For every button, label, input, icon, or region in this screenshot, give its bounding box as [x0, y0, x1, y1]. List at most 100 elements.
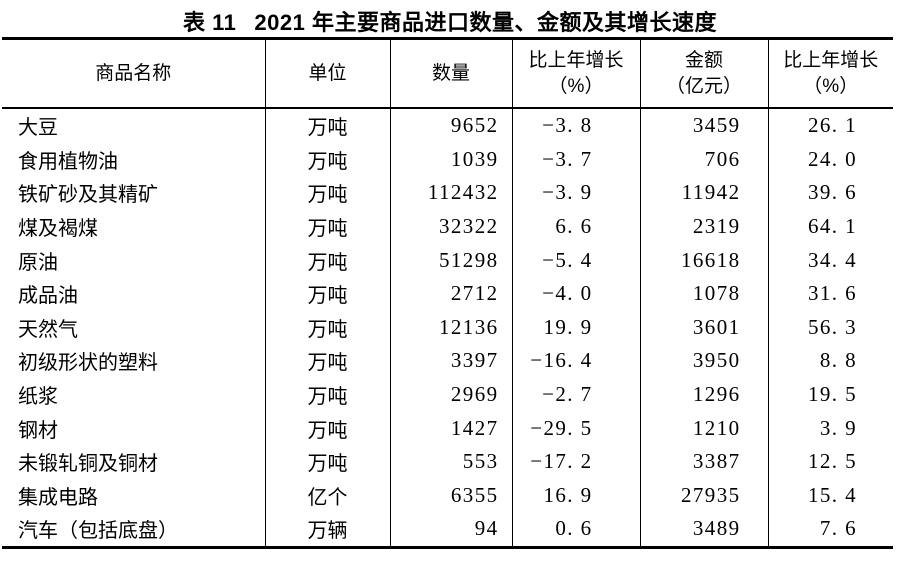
- header-quantity-growth-line: （%）: [548, 75, 604, 97]
- cell-amount-growth: 39. 6: [767, 176, 893, 210]
- cell-unit: 万吨: [264, 444, 390, 479]
- cell-quantity-growth: −17. 2: [511, 444, 640, 479]
- table-row: 铁矿砂及其精矿 万吨 112432 −3. 9 11942 39. 6: [2, 176, 893, 210]
- cell-unit: 万吨: [264, 243, 390, 277]
- cell-amount: 3387: [639, 444, 768, 479]
- header-quantity-line: 数量: [431, 62, 470, 84]
- table-row: 未锻轧铜及铜材 万吨 553 −17. 2 3387 12. 5: [2, 444, 893, 479]
- cell-amount: 11942: [639, 176, 768, 210]
- cell-amount-growth: 8. 8: [767, 344, 893, 378]
- cell-amount-growth: 64. 1: [767, 209, 893, 244]
- cell-quantity-growth: −3. 7: [511, 142, 640, 177]
- cell-amount: 3489: [639, 512, 768, 548]
- cell-name: 初级形状的塑料: [18, 352, 158, 375]
- header-quantity: 数量: [389, 38, 512, 109]
- table-row: 钢材 万吨 1427 −29. 5 1210 3. 9: [2, 411, 893, 445]
- import-commodities-table: 商品名称 单位 数量 比上年增长 （%） 金额 （亿元） 比上年增长 （%） 大豆 万吨 9652−…: [2, 37, 893, 549]
- table-row: 纸浆 万吨 2969 −2. 7 1296 19. 5: [2, 377, 893, 412]
- cell-quantity-growth: −4. 0: [511, 276, 640, 311]
- cell-quantity-growth: −2. 7: [511, 377, 640, 412]
- cell-unit: 万吨: [264, 209, 390, 244]
- cell-amount-growth: 3. 9: [767, 411, 893, 445]
- cell-quantity: 12136: [389, 310, 512, 345]
- table-title-text: 2021 年主要商品进口数量、金额及其增长速度: [254, 10, 717, 35]
- cell-amount: 16618: [639, 243, 768, 277]
- header-amount-line: （亿元）: [665, 75, 742, 97]
- cell-name: 大豆: [18, 117, 58, 140]
- cell-name: 原油: [18, 251, 58, 274]
- cell-amount: 3950: [639, 344, 768, 378]
- cell-unit: 万吨: [264, 142, 390, 177]
- cell-unit: 亿个: [264, 478, 390, 513]
- cell-unit: 万吨: [264, 310, 390, 345]
- cell-unit: 万吨: [264, 176, 390, 210]
- cell-name: 天然气: [18, 318, 78, 341]
- cell-amount-growth: 15. 4: [767, 478, 893, 513]
- table-row: 初级形状的塑料 万吨 3397 −16. 4 3950 8. 8: [2, 344, 893, 378]
- table-header: 商品名称 单位 数量 比上年增长 （%） 金额 （亿元） 比上年增长 （%）: [2, 38, 893, 109]
- cell-quantity-growth: −5. 4: [511, 243, 640, 277]
- cell-amount: 706: [639, 142, 768, 177]
- table-row: 食用植物油 万吨 1039 −3. 7 706 24. 0: [2, 142, 893, 177]
- cell-name: 未锻轧铜及铜材: [18, 453, 158, 476]
- cell-amount-growth: 19. 5: [767, 377, 893, 412]
- header-amount-line: 金额: [684, 49, 723, 71]
- table-row: 集成电路 亿个 6355 16. 9 27935 15. 4: [2, 478, 893, 513]
- cell-quantity-growth: −3. 9: [511, 176, 640, 210]
- cell-amount: 2319: [639, 209, 768, 244]
- table-row: 大豆 万吨 9652 −3. 8 3459 26. 1: [2, 108, 893, 143]
- table-header-row: 商品名称 单位 数量 比上年增长 （%） 金额 （亿元） 比上年增长 （%）: [2, 38, 893, 109]
- table-row: 原油 万吨 51298 −5. 4 16618 34. 4: [2, 243, 893, 277]
- cell-name: 纸浆: [18, 386, 58, 409]
- cell-amount: 3601: [639, 310, 768, 345]
- cell-quantity: 51298: [389, 243, 512, 277]
- header-quantity-growth-line: 比上年增长: [528, 49, 624, 71]
- table-number: 表 11: [183, 10, 237, 35]
- header-quantity-growth: 比上年增长 （%）: [511, 38, 640, 109]
- cell-amount-growth: 31. 6: [767, 276, 893, 311]
- cell-quantity: 6355: [389, 478, 512, 513]
- header-name: 商品名称: [2, 38, 265, 109]
- cell-unit: 万辆: [264, 512, 390, 548]
- cell-amount: 3459: [639, 108, 768, 143]
- cell-quantity: 1427: [389, 411, 512, 445]
- cell-name: 煤及褐煤: [18, 218, 98, 241]
- cell-quantity-growth: −16. 4: [511, 344, 640, 378]
- cell-unit: 万吨: [264, 108, 390, 143]
- cell-unit: 万吨: [264, 344, 390, 378]
- table-body: 大豆 万吨 9652 −3. 8 3459 26. 1 食用植物油 万吨 1039 −3. 7 70…: [2, 108, 893, 548]
- cell-amount: 1078: [639, 276, 768, 311]
- cell-quantity: 32322: [389, 209, 512, 244]
- cell-amount-growth: 12. 5: [767, 444, 893, 479]
- cell-name: 铁矿砂及其精矿: [18, 184, 158, 207]
- cell-quantity: 1039: [389, 142, 512, 177]
- cell-amount: 1210: [639, 411, 768, 445]
- table-row: 天然气 万吨 12136 19. 9 3601 56. 3: [2, 310, 893, 345]
- cell-unit: 万吨: [264, 377, 390, 412]
- header-amount-growth-line: （%）: [803, 75, 859, 97]
- cell-quantity: 2712: [389, 276, 512, 311]
- cell-name: 汽车（包括底盘）: [18, 520, 178, 543]
- cell-quantity: 9652: [389, 108, 512, 143]
- table-row: 汽车（包括底盘） 万辆 94 0. 6 3489 7. 6: [2, 512, 893, 548]
- cell-quantity-growth: −29. 5: [511, 411, 640, 445]
- cell-unit: 万吨: [264, 411, 390, 445]
- cell-name: 钢材: [18, 419, 58, 442]
- cell-amount: 27935: [639, 478, 768, 513]
- cell-amount-growth: 24. 0: [767, 142, 893, 177]
- cell-quantity-growth: 6. 6: [511, 209, 640, 244]
- cell-amount-growth: 34. 4: [767, 243, 893, 277]
- cell-quantity: 2969: [389, 377, 512, 412]
- cell-quantity: 3397: [389, 344, 512, 378]
- cell-amount-growth: 26. 1: [767, 108, 893, 143]
- header-amount-growth: 比上年增长 （%）: [767, 38, 893, 109]
- cell-amount-growth: 56. 3: [767, 310, 893, 345]
- header-unit-line: 单位: [308, 62, 347, 84]
- table-row: 煤及褐煤 万吨 32322 6. 6 2319 64. 1: [2, 209, 893, 244]
- cell-quantity: 94: [389, 512, 512, 548]
- cell-quantity-growth: 16. 9: [511, 478, 640, 513]
- cell-quantity-growth: 0. 6: [511, 512, 640, 548]
- cell-amount-growth: 7. 6: [767, 512, 893, 548]
- cell-quantity: 553: [389, 444, 512, 479]
